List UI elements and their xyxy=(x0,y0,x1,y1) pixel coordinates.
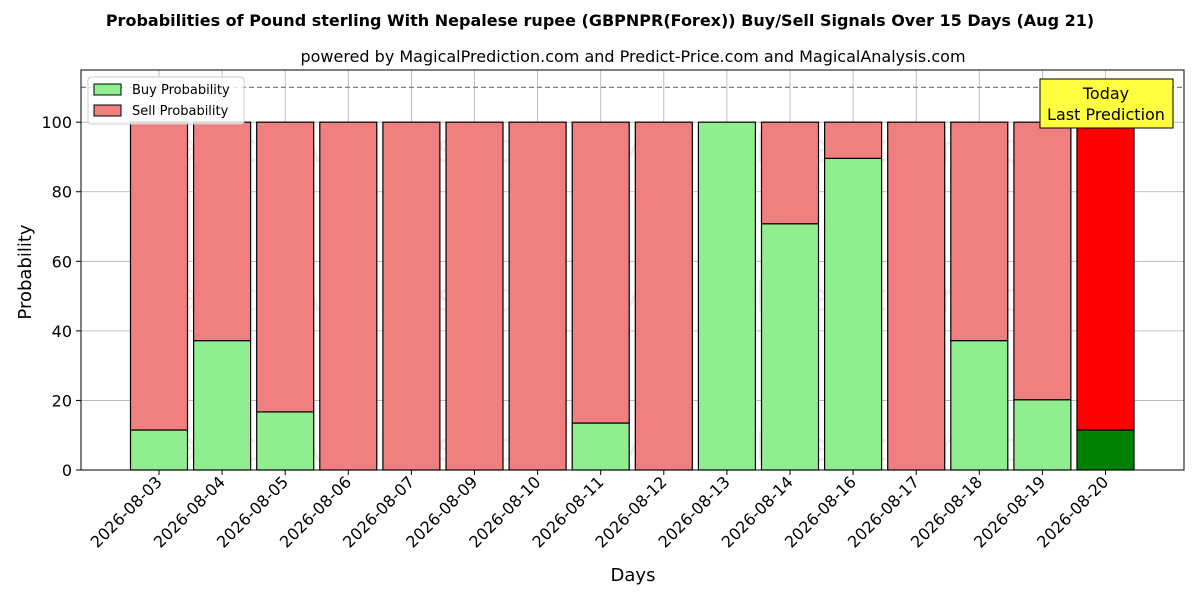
y-axis-label: Probability xyxy=(15,224,36,319)
chart-title: Probabilities of Pound sterling With Nep… xyxy=(106,11,1094,30)
sell-bar xyxy=(887,121,946,471)
buy-bar xyxy=(193,340,252,471)
plot-frame xyxy=(80,69,1185,471)
buy-bar xyxy=(697,121,757,471)
bars-layer xyxy=(81,86,1184,471)
y-tick-label: 60 xyxy=(52,252,72,271)
sell-bar xyxy=(760,121,820,225)
today-annotation: Today Last Prediction xyxy=(1039,78,1174,129)
y-tick-label: 0 xyxy=(62,461,72,480)
legend-label: Sell Probability xyxy=(132,104,229,119)
legend-label: Buy Probability xyxy=(132,83,230,98)
y-tick-label: 40 xyxy=(52,322,72,341)
sell-bar xyxy=(634,121,693,471)
sell-bar xyxy=(256,121,315,413)
buy-bar xyxy=(1076,429,1135,471)
sell-bar xyxy=(445,121,504,471)
buy-bar xyxy=(571,422,630,471)
sell-bar xyxy=(950,121,1009,342)
y-tick-label: 20 xyxy=(52,391,72,410)
sell-bar xyxy=(193,121,252,342)
sell-bar xyxy=(382,121,441,471)
sell-bar xyxy=(508,121,567,471)
legend: Buy Probability Sell Probability xyxy=(87,76,245,125)
chart-subtitle: powered by MagicalPrediction.com and Pre… xyxy=(300,47,965,66)
annotation-line1: Today xyxy=(1082,84,1129,103)
y-tick-label: 100 xyxy=(41,113,72,132)
sell-bar xyxy=(319,121,378,471)
sell-bar xyxy=(129,121,189,431)
sell-bar xyxy=(1013,121,1072,401)
legend-swatch xyxy=(93,83,122,96)
annotation-box xyxy=(1039,78,1174,129)
buy-bar xyxy=(256,411,315,471)
buy-bar xyxy=(823,157,883,471)
y-tick-label: 80 xyxy=(52,183,72,202)
sell-bar xyxy=(823,121,883,159)
sell-bar xyxy=(1076,121,1135,431)
buy-bar xyxy=(1013,399,1072,471)
legend-box xyxy=(87,76,245,125)
buy-bar xyxy=(950,340,1009,471)
x-axis-label: Days xyxy=(611,565,656,586)
legend-swatch xyxy=(93,104,122,117)
sell-bar xyxy=(571,121,630,424)
buy-bar xyxy=(760,223,820,471)
buy-bar xyxy=(129,429,189,471)
annotation-line2: Last Prediction xyxy=(1047,105,1165,124)
